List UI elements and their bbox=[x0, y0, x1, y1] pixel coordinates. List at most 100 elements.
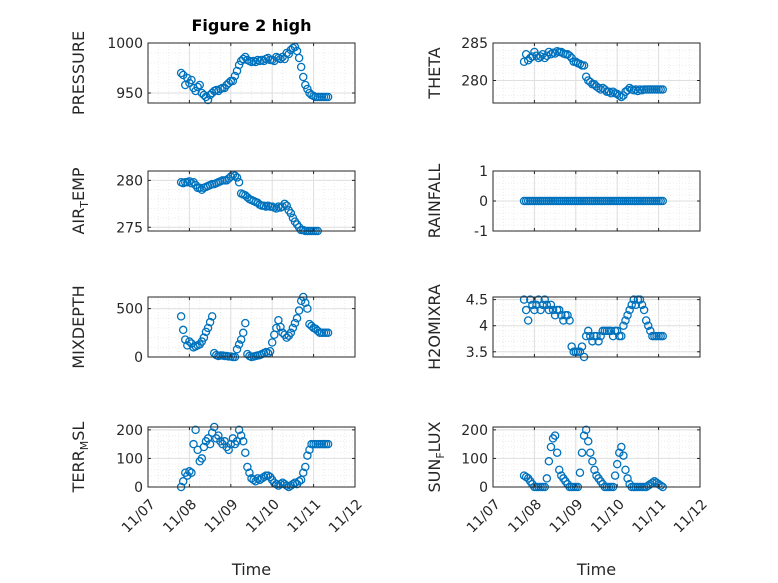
axes-box bbox=[147, 170, 356, 232]
data-point bbox=[288, 323, 298, 333]
y-axis-label: H2OMIXRA bbox=[425, 284, 444, 370]
data-point bbox=[542, 300, 552, 310]
data-point bbox=[519, 57, 529, 67]
data-point bbox=[579, 61, 589, 70]
data-point bbox=[193, 82, 202, 92]
data-point bbox=[617, 331, 626, 341]
data-point bbox=[617, 92, 626, 102]
data-point bbox=[176, 68, 186, 78]
data-point bbox=[575, 59, 585, 69]
axes-box bbox=[147, 296, 356, 358]
data-point bbox=[249, 475, 258, 485]
x-tick-label: 11/10 bbox=[588, 496, 628, 536]
data-point bbox=[301, 298, 310, 308]
data-point bbox=[195, 80, 204, 90]
data-point bbox=[230, 71, 240, 81]
data-point bbox=[550, 49, 560, 58]
y-tick-label: 0 bbox=[134, 480, 143, 496]
data-point bbox=[178, 477, 188, 486]
x-tick-label: 11/07 bbox=[464, 496, 504, 536]
data-point bbox=[658, 196, 667, 206]
data-point bbox=[623, 311, 632, 320]
data-point bbox=[205, 317, 215, 327]
axes-box bbox=[492, 296, 701, 358]
x-tick-label: 11/08 bbox=[160, 496, 200, 536]
data-point bbox=[532, 51, 541, 61]
data-point bbox=[536, 52, 545, 61]
axes-box bbox=[492, 42, 701, 104]
data-point bbox=[230, 171, 240, 180]
y-axis-label: THETA bbox=[425, 47, 444, 99]
y-tick-label: 285 bbox=[461, 36, 488, 52]
y-tick-label: 100 bbox=[116, 451, 143, 467]
data-point bbox=[571, 57, 581, 67]
data-point bbox=[600, 85, 610, 94]
data-point bbox=[581, 425, 591, 435]
data-point bbox=[243, 462, 252, 472]
y-tick-label: 3.5 bbox=[466, 345, 488, 361]
data-point bbox=[294, 477, 304, 486]
data-point bbox=[245, 468, 254, 477]
data-point bbox=[185, 337, 194, 346]
data-point bbox=[536, 305, 545, 315]
data-point bbox=[606, 89, 616, 98]
data-point bbox=[276, 322, 285, 332]
data-point bbox=[542, 474, 552, 483]
data-point bbox=[272, 323, 281, 333]
data-point bbox=[523, 316, 533, 325]
data-point bbox=[567, 342, 576, 351]
data-point bbox=[303, 304, 312, 313]
data-point bbox=[286, 208, 296, 218]
data-point bbox=[238, 437, 248, 446]
y-tick-label: 0 bbox=[479, 194, 488, 210]
data-point bbox=[619, 321, 628, 330]
data-point bbox=[236, 431, 246, 440]
data-point bbox=[623, 86, 632, 95]
data-point bbox=[588, 457, 597, 466]
subplot-terr: 0 100 200 11/07 11/08 11/09 11/10 11/11 11/12 TER… bbox=[69, 422, 366, 579]
data-point bbox=[224, 78, 233, 88]
data-point bbox=[323, 328, 333, 338]
data-point bbox=[623, 474, 632, 483]
data-point bbox=[635, 295, 645, 304]
data-point bbox=[644, 321, 653, 330]
data-point bbox=[612, 459, 622, 469]
data-point bbox=[241, 318, 250, 328]
data-point bbox=[282, 333, 291, 342]
data-point bbox=[203, 323, 213, 333]
data-point bbox=[552, 448, 562, 457]
data-point bbox=[608, 331, 618, 341]
data-point bbox=[590, 465, 599, 475]
y-tick-label: -1 bbox=[474, 224, 488, 240]
axes-box bbox=[147, 426, 356, 488]
y-tick-label: 0 bbox=[134, 350, 143, 366]
data-point bbox=[185, 177, 194, 186]
data-point bbox=[631, 85, 641, 94]
y-axis-label: RAINFALL bbox=[425, 164, 444, 239]
y-axis-label: TERRMSL bbox=[69, 422, 91, 494]
data-point bbox=[232, 345, 242, 354]
data-point bbox=[305, 445, 314, 455]
x-tick-label: 11/08 bbox=[505, 496, 545, 536]
x-axis-label: Time bbox=[231, 560, 271, 579]
data-point bbox=[583, 326, 593, 336]
data-point bbox=[583, 437, 593, 446]
axes-box bbox=[492, 426, 701, 488]
data-point bbox=[625, 83, 634, 93]
data-point bbox=[559, 316, 568, 325]
data-point bbox=[540, 295, 550, 304]
data-point bbox=[563, 311, 572, 320]
data-point bbox=[658, 85, 667, 94]
data-point bbox=[296, 62, 306, 72]
data-point bbox=[656, 481, 665, 490]
data-point bbox=[189, 439, 198, 449]
data-point bbox=[546, 442, 556, 452]
data-point bbox=[290, 318, 300, 328]
data-point bbox=[276, 479, 285, 489]
data-point bbox=[619, 451, 628, 460]
data-point bbox=[199, 333, 209, 342]
y-axis-label: PRESSURE bbox=[69, 31, 88, 115]
data-point bbox=[203, 434, 213, 443]
data-point bbox=[631, 300, 641, 310]
